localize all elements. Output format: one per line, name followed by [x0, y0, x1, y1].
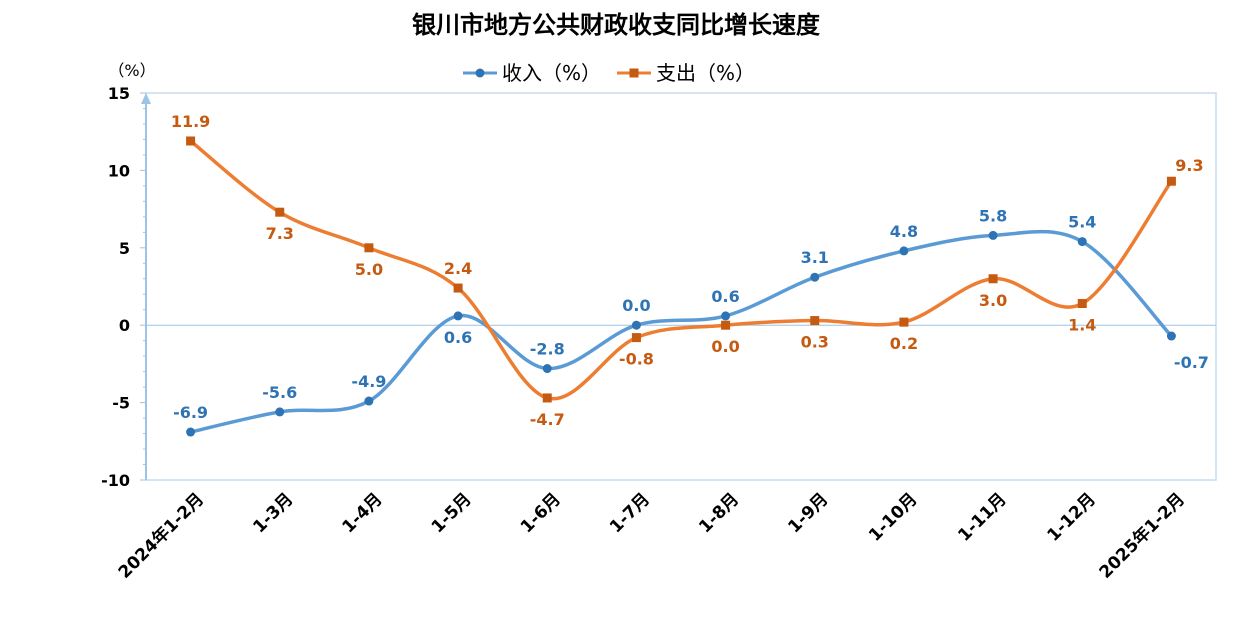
income-point: [721, 311, 731, 321]
income-point: [364, 396, 374, 406]
y-axis-unit: （%）: [108, 61, 155, 80]
y-tick-label: 10: [108, 161, 130, 180]
expense-point: [631, 333, 641, 343]
expense-data-label: 11.9: [171, 112, 210, 131]
expense-point: [275, 207, 285, 217]
income-data-label: 0.6: [711, 287, 739, 306]
expense-point: [988, 274, 998, 284]
expense-point: [721, 320, 731, 330]
expense-data-label: -4.7: [530, 410, 565, 429]
expense-point: [186, 136, 196, 146]
income-point: [542, 364, 552, 374]
income-point: [988, 230, 998, 240]
income-data-label: -5.6: [262, 383, 297, 402]
expense-data-label: 9.3: [1175, 156, 1203, 175]
x-tick-label: 1-4月: [339, 489, 387, 537]
income-data-label: -4.9: [351, 372, 386, 391]
y-axis-arrow-icon: [141, 93, 151, 104]
expense-data-label: 0.2: [890, 334, 918, 353]
expense-data-label: 7.3: [266, 224, 294, 243]
income-series-line: [190, 229, 1173, 434]
legend-item-income: 收入（%）: [463, 61, 601, 85]
x-tick-label: 1-7月: [606, 489, 654, 537]
income-data-label: 3.1: [801, 248, 829, 267]
expense-data-label: 2.4: [444, 259, 472, 278]
expense-point: [453, 283, 463, 293]
income-data-label: -2.8: [530, 340, 565, 359]
x-tick-label: 2024年1-2月: [114, 489, 208, 583]
expense-point: [542, 393, 552, 403]
income-point: [275, 407, 285, 417]
income-point: [453, 311, 463, 321]
income-point: [810, 272, 820, 282]
expense-series-line: [189, 139, 1173, 401]
series-layer: [186, 136, 1176, 437]
x-tick-label: 1-9月: [784, 489, 832, 537]
x-tick-label: 1-8月: [695, 489, 743, 537]
legend-expense-label: 支出（%）: [656, 61, 755, 85]
expense-point: [1166, 176, 1176, 186]
x-tick-label: 1-3月: [249, 489, 297, 537]
expense-data-label: 3.0: [979, 291, 1007, 310]
expense-data-label: 0.3: [801, 333, 829, 352]
expense-data-label: 1.4: [1068, 316, 1096, 335]
income-data-label: 5.8: [979, 206, 1007, 225]
y-tick-label: 15: [108, 84, 130, 103]
y-tick-label: 0: [119, 316, 130, 335]
income-point: [186, 427, 196, 437]
x-tick-label: 1-6月: [517, 489, 565, 537]
expense-point: [810, 316, 820, 326]
income-data-label: 5.4: [1068, 213, 1096, 232]
income-point: [899, 246, 909, 256]
x-tick-label: 1-5月: [428, 489, 476, 537]
y-tick-label: -5: [112, 394, 130, 413]
income-point: [1166, 331, 1176, 341]
x-tick-label: 2025年1-2月: [1095, 489, 1189, 583]
y-tick-label: 5: [119, 239, 130, 258]
legend: 收入（%） 支出（%）: [463, 61, 755, 85]
legend-income-label: 收入（%）: [502, 61, 601, 85]
expense-point: [364, 243, 374, 253]
x-tick-label: 1-11月: [954, 489, 1010, 545]
expense-data-label: 5.0: [355, 260, 383, 279]
expense-data-label: 0.0: [711, 337, 739, 356]
expense-point: [1077, 299, 1087, 309]
legend-expense-marker-icon: [629, 68, 639, 78]
income-data-label: 4.8: [890, 222, 918, 241]
legend-income-marker-icon: [475, 68, 485, 78]
income-data-label: -6.9: [173, 403, 208, 422]
data-labels: -6.9 -5.6 -4.9 0.6 -2.8 0.0 0.6 3.1 4.8 5.8 5.4 -0.…: [171, 112, 1209, 429]
expense-data-label: -0.8: [619, 350, 654, 369]
income-data-label: -0.7: [1174, 353, 1209, 372]
income-point: [1077, 237, 1087, 247]
y-tick-label: -10: [101, 471, 130, 490]
expense-point: [899, 317, 909, 327]
income-point: [631, 320, 641, 330]
income-data-label: 0.0: [622, 296, 650, 315]
chart-title: 银川市地方公共财政收支同比增长速度: [412, 11, 821, 39]
x-tick-label: 1-10月: [865, 489, 921, 545]
legend-item-expense: 支出（%）: [617, 61, 755, 85]
x-tick-label: 1-12月: [1044, 489, 1100, 545]
plot-area: [145, 92, 1217, 481]
income-data-label: 0.6: [444, 328, 472, 347]
